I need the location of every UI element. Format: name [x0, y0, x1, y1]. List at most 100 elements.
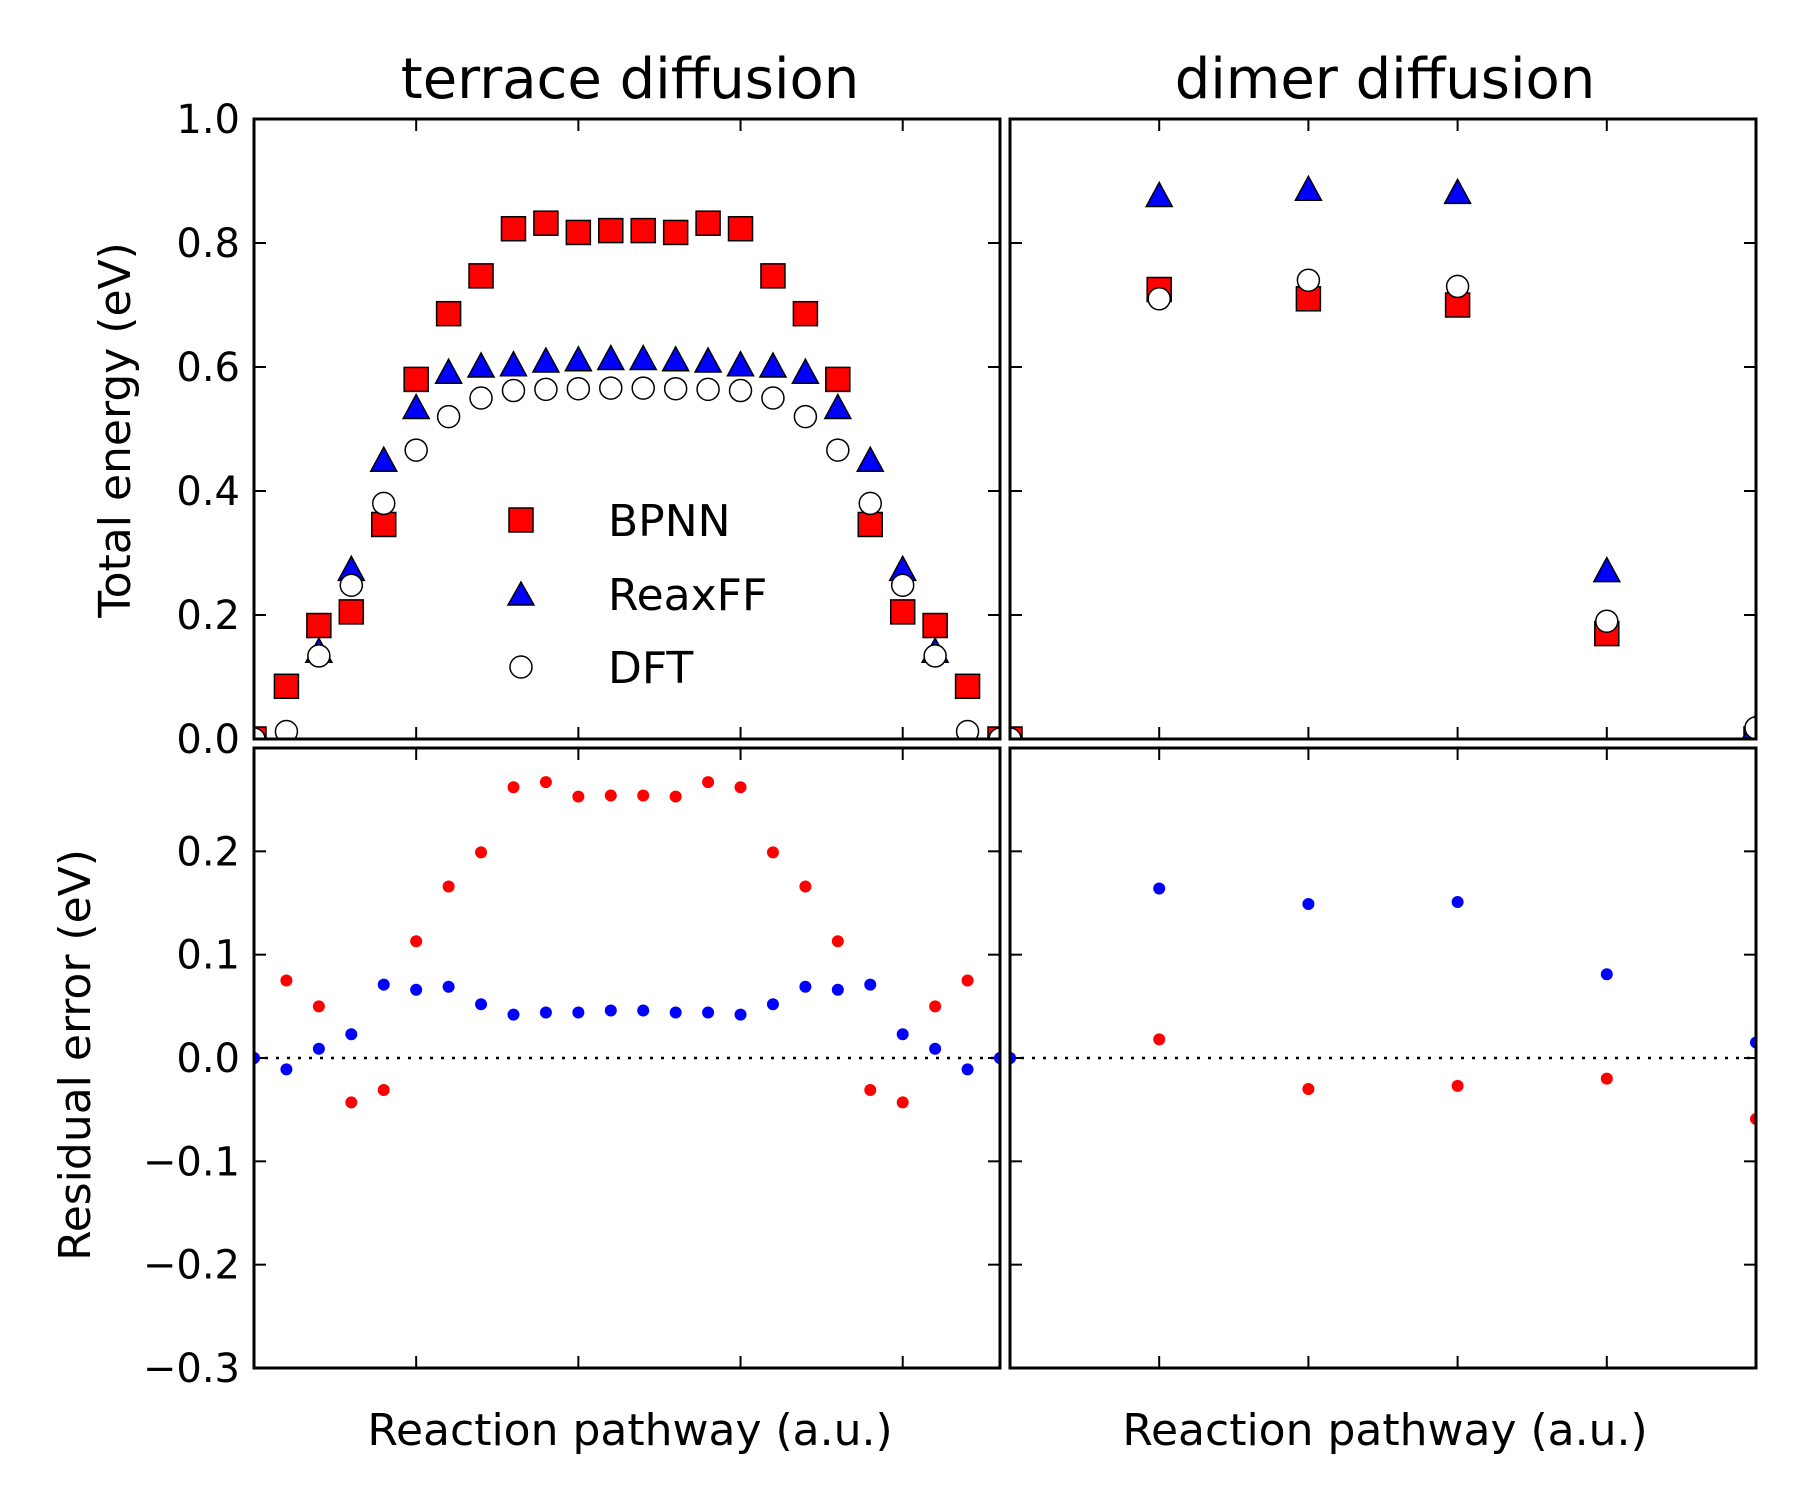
- data-point-dft: [923, 644, 947, 668]
- data-point-bpnn: [468, 263, 494, 289]
- data-point-bpnn: [442, 880, 455, 893]
- data-point-bpnn: [306, 612, 332, 639]
- data-point-bpnn: [312, 1000, 325, 1013]
- data-point-reaxff: [661, 345, 690, 372]
- data-point-bpnn: [604, 789, 617, 802]
- data-point-dft: [826, 438, 850, 462]
- data-point-bpnn: [410, 935, 423, 948]
- data-point-bpnn: [695, 210, 721, 236]
- data-point-bpnn: [727, 215, 754, 242]
- data-point-dft: [793, 404, 818, 429]
- data-point-reaxff: [702, 1006, 715, 1019]
- data-point-reaxff: [596, 343, 626, 371]
- data-point-reaxff: [507, 1008, 520, 1021]
- data-point-bpnn: [338, 599, 365, 625]
- data-point-dft: [728, 378, 753, 403]
- y-axis-label-residual-error: Residual error (eV): [50, 849, 101, 1261]
- x-axis-label-terrace: Reaction pathway (a.u.): [367, 1405, 892, 1456]
- data-point-reaxff: [669, 1006, 682, 1019]
- y-tick-label: −0.2: [143, 1243, 240, 1289]
- data-point-reaxff: [410, 983, 423, 996]
- plot-frame-top-left: [252, 117, 1002, 741]
- legend-marker-dft: [509, 655, 533, 679]
- data-point-reaxff: [1144, 180, 1174, 208]
- data-point-bpnn: [630, 217, 656, 244]
- data-point-bpnn: [539, 776, 552, 789]
- y-axis-label-total-energy: Total energy (eV): [90, 242, 141, 619]
- data-point-bpnn: [565, 219, 592, 246]
- data-point-dft: [1595, 609, 1619, 633]
- y-tick-label: 0.1: [176, 933, 240, 979]
- data-point-bpnn: [1451, 1079, 1464, 1092]
- legend-marker-bpnn: [508, 507, 534, 533]
- data-point-bpnn: [533, 210, 559, 236]
- data-point-dft: [696, 377, 720, 402]
- data-point-bpnn: [370, 511, 397, 538]
- y-tick-label: 0.0: [176, 717, 240, 763]
- y-tick-label: −0.3: [143, 1346, 240, 1392]
- data-point-dft: [1445, 274, 1470, 299]
- legend-marker-reaxff: [506, 580, 536, 606]
- data-point-reaxff: [604, 1004, 617, 1017]
- data-point-bpnn: [500, 215, 527, 242]
- data-point-reaxff: [531, 346, 561, 373]
- data-point-dft: [599, 376, 623, 400]
- data-point-bpnn: [792, 300, 819, 327]
- data-point-reaxff: [475, 998, 488, 1011]
- series-group-top-right: [1010, 174, 1756, 739]
- data-point-dft: [988, 727, 1000, 739]
- data-point-bpnn: [929, 1000, 942, 1013]
- data-point-reaxff: [1153, 882, 1166, 895]
- data-point-dft: [339, 573, 364, 597]
- data-point-bpnn: [825, 366, 851, 393]
- data-point-reaxff: [734, 1008, 747, 1021]
- y-tick-label: 0.2: [176, 593, 240, 639]
- data-point-reaxff: [864, 978, 877, 991]
- data-point-dft: [1147, 287, 1171, 311]
- data-point-reaxff: [564, 345, 593, 372]
- y-tick-label: 0.2: [176, 829, 240, 875]
- data-point-dft: [1744, 716, 1756, 739]
- data-point-bpnn: [280, 974, 293, 987]
- data-point-reaxff: [377, 978, 390, 991]
- data-point-reaxff: [1451, 895, 1464, 908]
- data-point-dft: [534, 377, 558, 402]
- data-point-dft: [566, 376, 591, 401]
- data-point-reaxff: [1443, 177, 1472, 205]
- y-tick-label: 0.8: [176, 221, 240, 267]
- data-point-bpnn: [273, 673, 300, 700]
- data-point-reaxff: [312, 1042, 325, 1055]
- data-point-bpnn: [1153, 1033, 1166, 1046]
- data-point-bpnn: [475, 846, 488, 859]
- y-tick-label: −0.1: [143, 1139, 240, 1185]
- data-point-reaxff: [856, 445, 885, 472]
- y-tick-label: 0.6: [176, 345, 240, 391]
- data-point-bpnn: [669, 790, 682, 803]
- data-point-bpnn: [572, 790, 585, 803]
- data-point-bpnn: [702, 776, 715, 789]
- data-point-reaxff: [726, 350, 755, 377]
- data-point-bpnn: [1600, 1072, 1613, 1085]
- data-point-reaxff: [1294, 174, 1323, 202]
- data-point-bpnn: [922, 612, 948, 639]
- data-point-dft: [858, 491, 883, 516]
- data-point-bpnn: [598, 217, 624, 244]
- series-group-top-left: [254, 210, 1000, 739]
- y-tick-label: 1.0: [176, 97, 240, 143]
- data-point-reaxff: [637, 1004, 650, 1017]
- data-point-reaxff: [628, 343, 658, 371]
- y-tick-label: 0.0: [176, 1036, 240, 1082]
- data-point-reaxff: [799, 980, 812, 993]
- data-point-reaxff: [1592, 556, 1622, 583]
- data-point-reaxff: [280, 1063, 293, 1076]
- data-point-reaxff: [961, 1063, 974, 1076]
- data-point-dft: [1010, 727, 1022, 739]
- data-point-bpnn: [961, 974, 974, 987]
- data-point-reaxff: [401, 392, 431, 420]
- data-point-reaxff: [758, 351, 788, 378]
- data-point-reaxff: [791, 357, 820, 384]
- data-point-reaxff: [434, 357, 463, 384]
- legend: BPNN ReaxFF DFT: [506, 496, 767, 694]
- data-point-dft: [1296, 268, 1321, 292]
